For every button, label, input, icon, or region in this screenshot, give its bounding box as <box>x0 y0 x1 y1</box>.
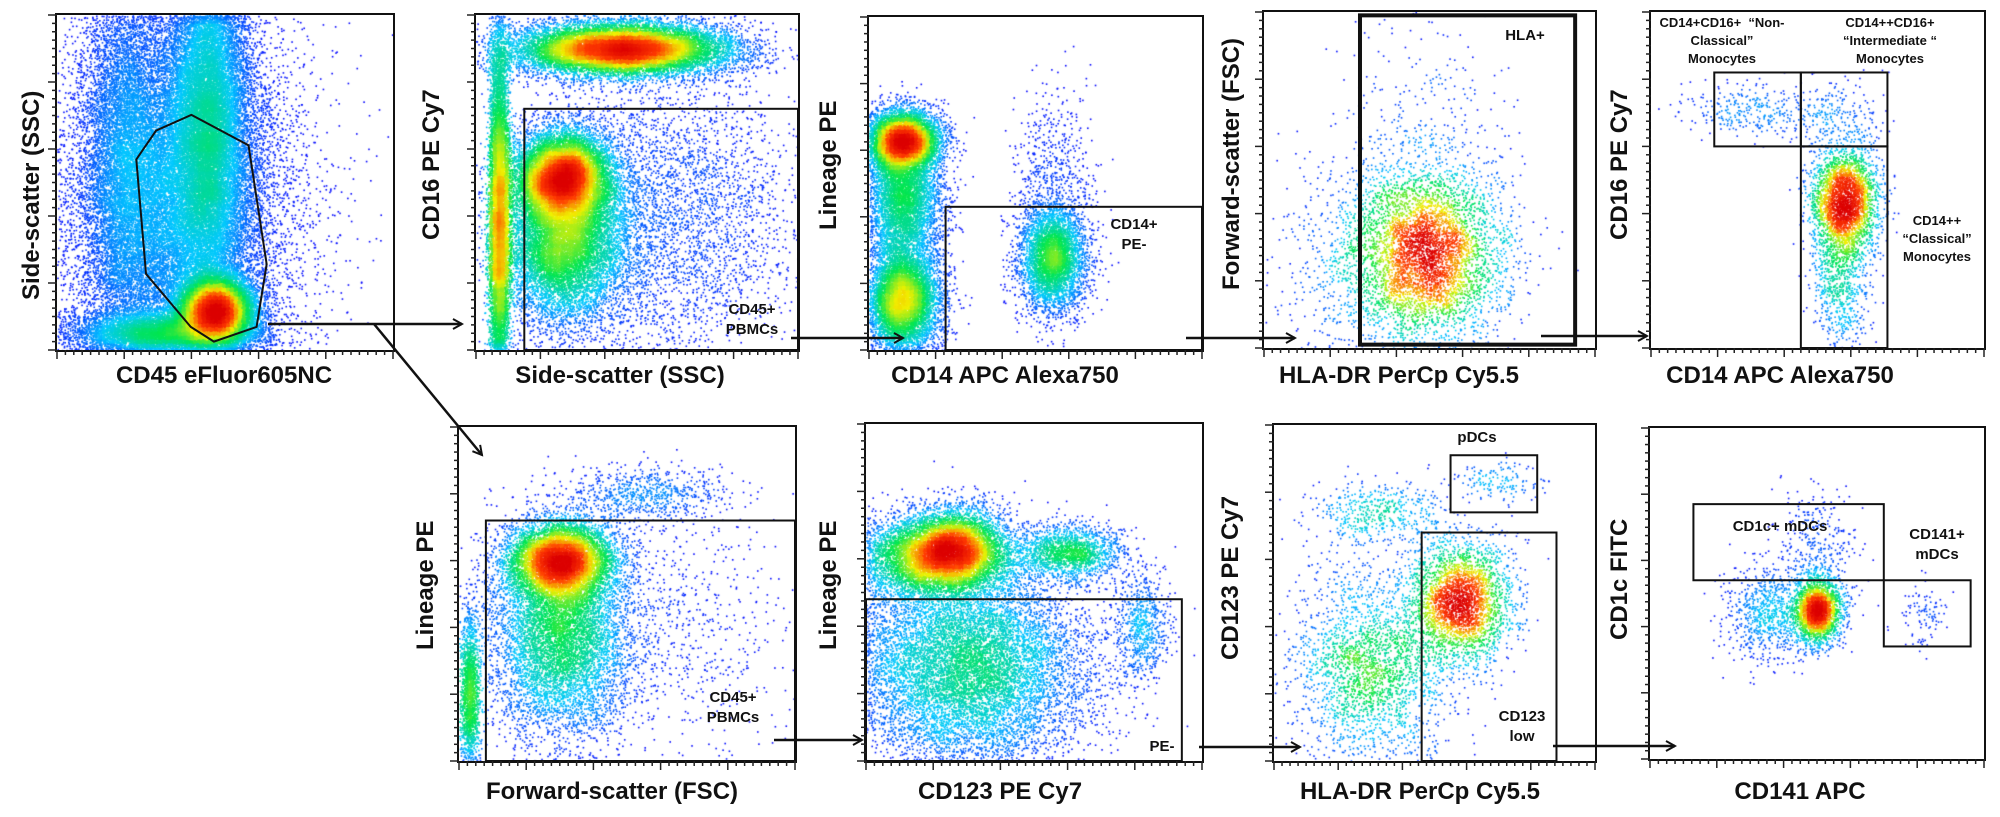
gate-cd141-mdcs[interactable] <box>1882 579 1972 648</box>
x-axis-label: CD14 APC Alexa750 <box>1666 362 1894 389</box>
gate-overlay <box>857 423 1203 770</box>
gate-overlay <box>467 14 800 359</box>
x-axis-label: Side-scatter (SSC) <box>515 362 725 389</box>
density-scatter <box>476 15 798 350</box>
gate-label-non-classical-monocytes: CD14+CD16+ “Non- Classical” Monocytes <box>1659 15 1785 66</box>
density-scatter <box>1651 12 1984 348</box>
gate-cd123-low[interactable] <box>1420 531 1558 762</box>
gate-label-pdcs: pDCs <box>1457 429 1497 446</box>
density-scatter <box>1650 428 1984 759</box>
gate-overlay <box>48 14 394 359</box>
density-plot <box>857 422 1204 770</box>
density-scatter <box>1264 12 1595 348</box>
density-plot <box>1265 423 1597 770</box>
gate-label-cd123-low: CD123 low <box>1498 708 1546 745</box>
gate-label-cd1c-mdcs: CD1c+ mDCs <box>1732 518 1828 535</box>
density-plot <box>1255 10 1597 357</box>
density-scatter <box>57 15 393 350</box>
x-axis-label: CD141 APC <box>1734 778 1866 805</box>
x-axis-label: Forward-scatter (FSC) <box>485 778 739 805</box>
gate-classical[interactable] <box>1799 145 1889 349</box>
gate-overlay <box>1642 11 1985 357</box>
gate-overlay <box>1641 427 1985 768</box>
gate-overlay <box>860 16 1203 359</box>
gate-pdcs[interactable] <box>1449 454 1539 514</box>
density-plot <box>1642 10 1986 357</box>
x-axis-label: CD45 eFluor605NC <box>115 362 333 389</box>
density-plot <box>1641 426 1986 768</box>
gate-overlay <box>450 426 796 770</box>
gate-label-hla-pos: HLA+ <box>1505 27 1545 44</box>
gate-cd14-pe-neg[interactable] <box>944 205 1203 351</box>
density-scatter <box>869 17 1202 350</box>
gate-label-intermediate-monocytes: CD14++CD16+ “Intermediate “ Monocytes <box>1843 15 1937 66</box>
gate-cd45-pbmcs[interactable] <box>484 519 796 762</box>
density-plot <box>48 13 395 359</box>
density-scatter <box>866 424 1202 761</box>
x-axis-label: HLA-DR PerCp Cy5.5 <box>1278 362 1520 389</box>
gate-overlay <box>1255 11 1596 357</box>
gate-pe-neg[interactable] <box>865 598 1183 762</box>
density-scatter <box>1274 425 1595 761</box>
x-axis-label: CD123 PE Cy7 <box>917 778 1083 805</box>
density-scatter <box>459 427 795 761</box>
gate-label-classical-monocytes: CD14++ “Classical” Monocytes <box>1902 213 1972 264</box>
gate-overlay <box>1265 424 1596 770</box>
gate-hla-pos[interactable] <box>1357 13 1578 347</box>
arrow-p1-to-p6 <box>373 323 482 455</box>
gate-cd45-polygon[interactable] <box>135 113 268 343</box>
gate-label-pe-neg: PE- <box>1149 738 1175 755</box>
density-plot <box>467 13 800 359</box>
gate-cd1c-mdcs[interactable] <box>1692 503 1885 582</box>
density-plot <box>450 425 797 770</box>
density-plot <box>860 15 1204 359</box>
gate-label-cd45-pbmcs: CD45+ PBMCs <box>706 689 760 726</box>
x-axis-label: CD14 APC Alexa750 <box>891 362 1119 389</box>
gate-label-cd141-mdcs: CD141+ mDCs <box>1909 526 1965 563</box>
x-axis-label: HLA-DR PerCp Cy5.5 <box>1299 778 1541 805</box>
gate-label-cd14-pe-neg: CD14+ PE- <box>1110 216 1158 253</box>
gate-label-cd45-pbmcs: CD45+ PBMCs <box>725 301 779 338</box>
